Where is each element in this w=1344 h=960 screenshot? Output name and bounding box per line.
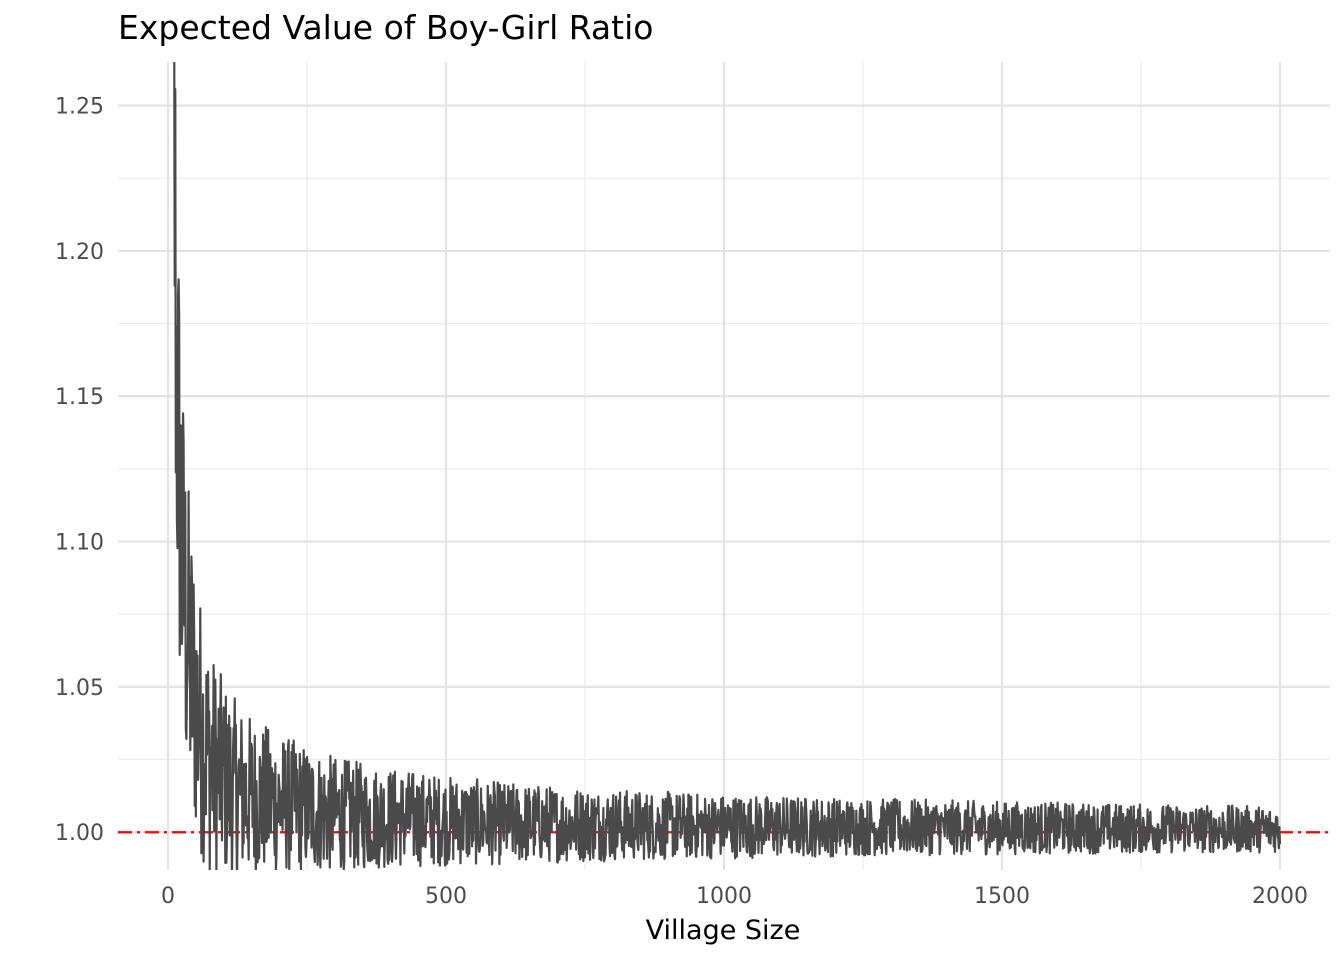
x-tick-label: 2000 [1252,884,1308,909]
grid-major [118,62,1330,870]
x-tick-label: 0 [161,884,175,909]
x-axis-title: Village Size [646,915,801,946]
x-tick-label: 1000 [696,884,752,909]
y-tick-label: 1.10 [55,531,104,556]
x-tick-label: 500 [425,884,467,909]
y-tick-label: 1.15 [55,385,104,410]
y-tick-label: 1.00 [55,821,104,846]
series-line [173,62,1282,870]
y-axis-ticks: 1.00 1.05 1.10 1.15 1.20 1.25 [55,95,104,847]
x-axis-ticks: 0 500 1000 1500 2000 [161,884,1308,909]
y-tick-label: 1.20 [55,240,104,265]
y-tick-label: 1.05 [55,676,104,701]
series-layer [173,62,1282,870]
y-tick-label: 1.25 [55,95,104,120]
x-tick-label: 1500 [974,884,1030,909]
chart-title: Expected Value of Boy-Girl Ratio [118,8,654,47]
